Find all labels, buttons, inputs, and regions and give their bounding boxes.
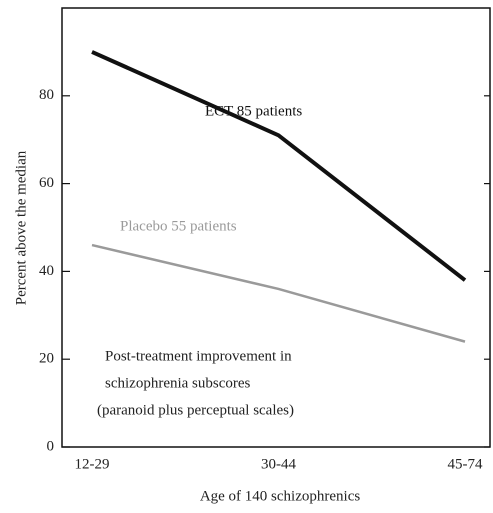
y-tick-label: 60	[39, 175, 54, 191]
series-line	[91, 50, 467, 282]
x-tick-label: 30-44	[261, 456, 296, 472]
y-tick-label: 0	[47, 438, 55, 454]
y-axis-label: Percent above the median	[13, 150, 29, 305]
y-tick-label: 80	[39, 87, 54, 103]
annotation: schizophrenia subscores	[105, 375, 251, 391]
annotation: (paranoid plus perceptual scales)	[97, 402, 294, 418]
series-label: Placebo 55 patients	[120, 218, 237, 234]
series-line	[91, 243, 466, 343]
x-tick-label: 45-74	[448, 456, 483, 472]
x-axis-label: Age of 140 schizophrenics	[200, 488, 361, 504]
plot-frame	[61, 7, 491, 448]
annotation: Post-treatment improvement in	[105, 348, 292, 364]
y-tick-label: 20	[39, 351, 54, 367]
series-label: ECT 85 patients	[205, 103, 302, 119]
y-tick-label: 40	[39, 263, 54, 279]
x-tick-label: 12-29	[75, 456, 110, 472]
